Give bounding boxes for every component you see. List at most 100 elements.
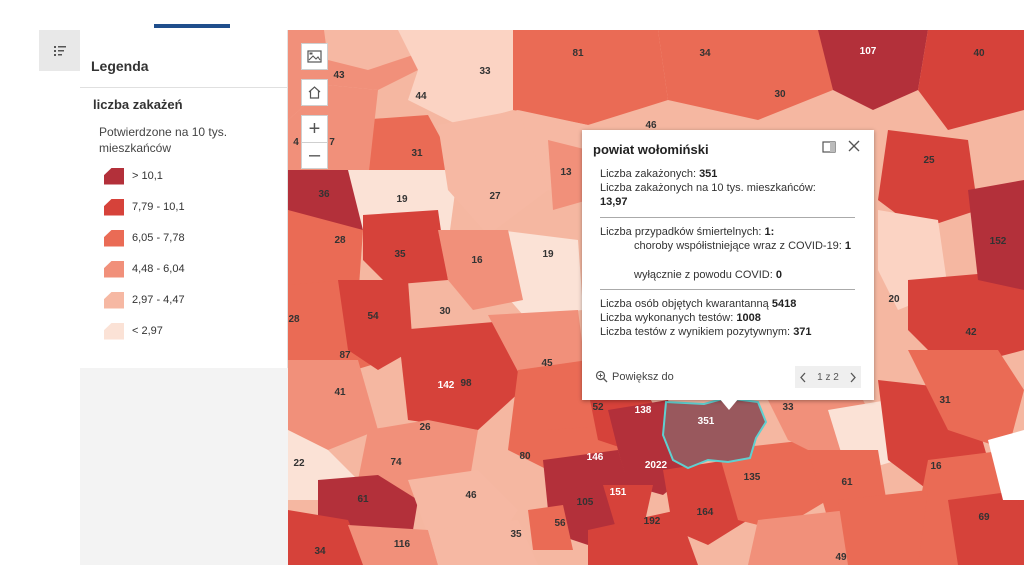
map-label: 35 xyxy=(510,529,522,540)
map-label: 43 xyxy=(333,70,345,81)
map-label: 19 xyxy=(542,249,554,260)
legend-class-1: > 10,1 xyxy=(104,166,163,186)
region[interactable] xyxy=(988,430,1024,500)
map-label: 69 xyxy=(978,512,990,523)
basemap-gallery-button[interactable] xyxy=(301,43,328,70)
popup-positive-tests: Liczba testów z wynikiem pozytywnym: 371 xyxy=(600,326,812,338)
map-label: 40 xyxy=(973,48,985,59)
zoom-to-button[interactable]: Powiększ do xyxy=(595,370,674,383)
legend-toggle-button[interactable] xyxy=(39,30,80,71)
legend-swatch xyxy=(104,167,124,185)
map-label: 42 xyxy=(965,327,977,338)
chevron-right-icon[interactable] xyxy=(849,372,857,383)
legend-class-3: 6,05 - 7,78 xyxy=(104,228,185,248)
map-label: 116 xyxy=(394,539,411,550)
legend-swatch xyxy=(104,198,124,216)
map-label: 46 xyxy=(645,120,657,131)
legend-class-6: < 2,97 xyxy=(104,321,163,341)
region[interactable] xyxy=(408,470,518,540)
legend-class-label: > 10,1 xyxy=(132,170,163,182)
legend-class-label: 7,79 - 10,1 xyxy=(132,201,185,213)
legend-layer-name: liczba zakażeń xyxy=(93,97,183,112)
region[interactable] xyxy=(348,525,438,565)
popup-deaths: Liczba przypadków śmiertelnych: 1: xyxy=(600,226,775,238)
legend-swatch xyxy=(104,291,124,309)
region[interactable] xyxy=(398,320,533,430)
selected-region-wolominski[interactable] xyxy=(661,396,768,470)
close-icon[interactable] xyxy=(847,139,861,153)
zoom-out-button[interactable]: – xyxy=(301,142,328,169)
region[interactable] xyxy=(548,140,588,210)
region[interactable] xyxy=(948,490,1024,565)
map-label: 19 xyxy=(396,194,408,205)
region[interactable] xyxy=(908,350,1024,450)
map-label: 152 xyxy=(990,236,1007,247)
region[interactable] xyxy=(818,30,928,110)
region[interactable] xyxy=(338,280,413,370)
map-label: 135 xyxy=(744,472,761,483)
map-label: 30 xyxy=(439,306,451,317)
region[interactable] xyxy=(663,460,748,545)
map-label: 45 xyxy=(541,358,553,369)
map-label: 107 xyxy=(860,46,877,57)
legend-class-label: 2,97 - 4,47 xyxy=(132,294,185,306)
region[interactable] xyxy=(513,30,668,125)
region[interactable] xyxy=(324,30,418,70)
legend-panel: Legenda liczba zakażeń Potwierdzone na 1… xyxy=(80,30,288,368)
region[interactable] xyxy=(288,510,368,565)
region[interactable] xyxy=(528,505,573,550)
legend-field-name: Potwierdzone na 10 tys. mieszkańców xyxy=(99,125,228,155)
home-icon xyxy=(308,86,321,99)
map-label: 151 xyxy=(610,487,627,498)
region[interactable] xyxy=(588,510,698,565)
region[interactable] xyxy=(428,520,538,565)
region[interactable] xyxy=(658,30,833,120)
legend-class-4: 4,48 - 6,04 xyxy=(104,259,185,279)
map-label: 33 xyxy=(479,66,491,77)
legend-title: Legenda xyxy=(91,58,149,74)
legend-class-2: 7,79 - 10,1 xyxy=(104,197,185,217)
chevron-left-icon[interactable] xyxy=(799,372,807,383)
map-canvas[interactable]: 81 34 107 40 43 33 44 30 46 4 7 31 13 25… xyxy=(288,30,1024,565)
map-label: 36 xyxy=(318,189,330,200)
region[interactable] xyxy=(438,230,523,310)
map-label: 44 xyxy=(415,91,427,102)
region[interactable] xyxy=(968,180,1024,290)
map-label: 7 xyxy=(329,137,335,148)
popup-cases-per-10k: Liczba zakażonych na 10 tys. mieszkańców… xyxy=(600,182,816,208)
map-label: 4 xyxy=(293,137,299,148)
popup-tests: Liczba wykonanych testów: 1008 xyxy=(600,312,761,324)
popup-divider xyxy=(600,217,855,218)
zoom-in-button[interactable]: + xyxy=(301,115,328,142)
map-label: 34 xyxy=(314,546,326,557)
region[interactable] xyxy=(878,130,978,230)
map-label: 138 xyxy=(635,405,652,416)
legend-swatch xyxy=(104,322,124,340)
region[interactable] xyxy=(438,110,548,235)
choropleth-map[interactable]: 81 34 107 40 43 33 44 30 46 4 7 31 13 25… xyxy=(288,30,1024,565)
map-label: 46 xyxy=(465,490,477,501)
legend-swatch xyxy=(104,229,124,247)
pager-label: 1 z 2 xyxy=(817,371,839,383)
map-label: 34 xyxy=(699,48,711,59)
plus-icon: + xyxy=(308,117,321,140)
popup-divider xyxy=(600,289,855,290)
region[interactable] xyxy=(718,440,828,530)
dock-icon[interactable] xyxy=(822,140,836,154)
map-label: 142 xyxy=(438,380,455,391)
legend-panel-empty-area xyxy=(80,368,288,565)
region[interactable] xyxy=(318,475,418,530)
region[interactable] xyxy=(398,30,518,125)
legend-class-label: 6,05 - 7,78 xyxy=(132,232,185,244)
region[interactable] xyxy=(918,30,1024,130)
region[interactable] xyxy=(838,490,928,565)
home-button[interactable] xyxy=(301,79,328,106)
map-label: 31 xyxy=(411,148,423,159)
map-label: 26 xyxy=(419,422,431,433)
map-label: 30 xyxy=(774,89,786,100)
map-label: 22 xyxy=(293,458,305,469)
region[interactable] xyxy=(748,510,868,565)
region[interactable] xyxy=(288,360,378,450)
region[interactable] xyxy=(908,270,1024,370)
region[interactable] xyxy=(363,210,448,285)
